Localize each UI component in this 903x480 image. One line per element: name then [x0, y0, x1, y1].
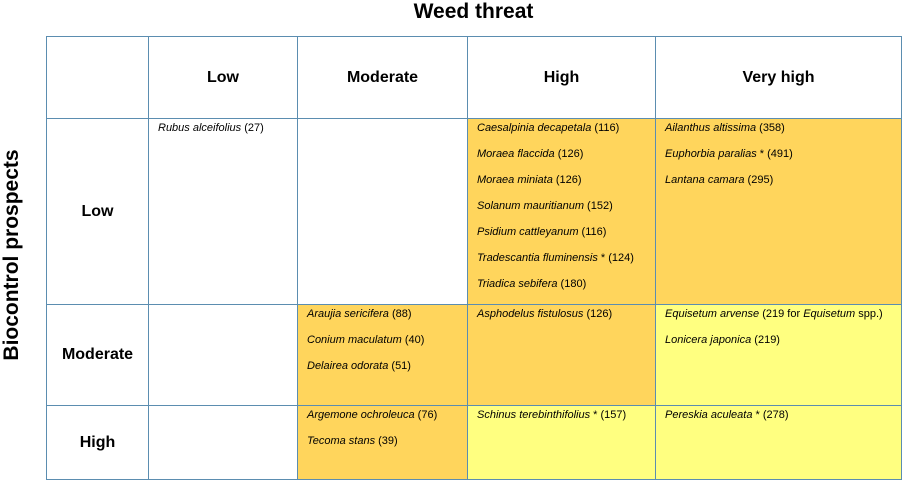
- species-entry: Triadica sebifera (180): [477, 278, 655, 304]
- col-header-moderate: Moderate: [297, 36, 468, 119]
- species-entry: Pereskia aculeata * (278): [665, 409, 901, 435]
- species-reference: (116): [591, 122, 620, 134]
- species-entry: Delairea odorata (51): [307, 360, 467, 386]
- species-name: Equisetum arvense: [665, 308, 760, 320]
- col-header-very-high: Very high: [655, 36, 902, 119]
- species-name: Pereskia aculeata: [665, 409, 753, 421]
- species-name: Tradescantia fluminensis: [477, 252, 598, 264]
- species-name: Ailanthus altissima: [665, 122, 757, 134]
- species-name: Solanum mauritianum: [477, 200, 584, 212]
- species-name: Delairea odorata: [307, 360, 389, 372]
- species-name: Caesalpinia decapetala: [477, 122, 592, 134]
- cell-low-high: Caesalpinia decapetala (116) Moraea flacc…: [467, 118, 656, 305]
- species-name: Moraea flaccida: [477, 148, 555, 160]
- species-name: Lonicera japonica: [665, 334, 752, 346]
- species-reference: * (124): [597, 252, 634, 264]
- species-entry: Lantana camara (295): [665, 174, 901, 200]
- species-name: Conium maculatum: [307, 334, 402, 346]
- species-reference: (126): [554, 148, 584, 160]
- species-name: Equisetum: [803, 308, 856, 320]
- threat-prospects-matrix: Low Moderate High Very high Low Rubus al…: [46, 36, 902, 480]
- corner-cell: [46, 36, 149, 119]
- cell-moderate-moderate: Araujia sericifera (88) Conium maculatum …: [297, 304, 468, 406]
- species-reference: (39): [375, 435, 398, 447]
- species-entry: Tecoma stans (39): [307, 435, 467, 461]
- species-reference: * (491): [756, 148, 793, 160]
- cell-high-low: [148, 405, 298, 480]
- row-header-high: High: [46, 405, 149, 480]
- col-header-high: High: [467, 36, 656, 119]
- species-name: Tecoma stans: [307, 435, 376, 447]
- row-header-moderate: Moderate: [46, 304, 149, 406]
- species-reference: spp.): [855, 308, 883, 320]
- col-header-low: Low: [148, 36, 298, 119]
- cell-moderate-low: [148, 304, 298, 406]
- species-reference: * (278): [752, 409, 789, 421]
- species-reference: (27): [241, 122, 264, 134]
- species-name: Lantana camara: [665, 174, 745, 186]
- species-entry: Ailanthus altissima (358): [665, 122, 901, 148]
- cell-low-moderate: [297, 118, 468, 305]
- species-name: Schinus terebinthifolius: [477, 409, 591, 421]
- row-header-low: Low: [46, 118, 149, 305]
- cell-low-very-high: Ailanthus altissima (358) Euphorbia paral…: [655, 118, 902, 305]
- species-entry: Caesalpinia decapetala (116): [477, 122, 655, 148]
- species-reference: (219): [751, 334, 780, 346]
- species-name: Rubus alceifolius: [158, 122, 242, 134]
- species-entry: Solanum mauritianum (152): [477, 200, 655, 226]
- species-reference: (126): [552, 174, 582, 186]
- species-reference: (295): [744, 174, 774, 186]
- species-entry: Euphorbia paralias * (491): [665, 148, 901, 174]
- species-reference: (116): [578, 226, 607, 238]
- species-entry: Psidium cattleyanum (116): [477, 226, 655, 252]
- cell-moderate-very-high: Equisetum arvense (219 for Equisetum spp…: [655, 304, 902, 406]
- species-entry: Araujia sericifera (88): [307, 308, 467, 334]
- species-entry: Moraea flaccida (126): [477, 148, 655, 174]
- species-name: Moraea miniata: [477, 174, 553, 186]
- species-name: Araujia sericifera: [307, 308, 389, 320]
- species-entry: Equisetum arvense (219 for Equisetum spp…: [665, 308, 901, 334]
- species-reference: (76): [414, 409, 438, 421]
- species-entry: Argemone ochroleuca (76): [307, 409, 467, 435]
- species-entry: Lonicera japonica (219): [665, 334, 901, 360]
- species-reference: (152): [584, 200, 613, 212]
- species-reference: (219 for: [759, 308, 804, 320]
- species-entry: Asphodelus fistulosus (126): [477, 308, 655, 334]
- species-entry: Rubus alceifolius (27): [158, 122, 297, 148]
- species-name: Asphodelus fistulosus: [477, 308, 584, 320]
- cell-low-low: Rubus alceifolius (27): [148, 118, 298, 305]
- species-reference: (51): [388, 360, 411, 372]
- species-reference: * (157): [590, 409, 627, 421]
- cell-high-moderate: Argemone ochroleuca (76) Tecoma stans (39…: [297, 405, 468, 480]
- species-reference: (180): [557, 278, 587, 290]
- cell-moderate-high: Asphodelus fistulosus (126): [467, 304, 656, 406]
- cell-high-very-high: Pereskia aculeata * (278): [655, 405, 902, 480]
- biocontrol-prospects-title: Biocontrol prospects: [0, 149, 23, 361]
- species-reference: (126): [583, 308, 613, 320]
- species-name: Euphorbia paralias: [665, 148, 757, 160]
- species-name: Triadica sebifera: [477, 278, 558, 290]
- species-reference: (88): [388, 308, 412, 320]
- cell-high-high: Schinus terebinthifolius * (157): [467, 405, 656, 480]
- species-reference: (40): [401, 334, 425, 346]
- species-entry: Moraea miniata (126): [477, 174, 655, 200]
- species-entry: Tradescantia fluminensis * (124): [477, 252, 655, 278]
- species-entry: Conium maculatum (40): [307, 334, 467, 360]
- species-entry: Schinus terebinthifolius * (157): [477, 409, 655, 435]
- species-name: Psidium cattleyanum: [477, 226, 579, 238]
- species-name: Argemone ochroleuca: [307, 409, 415, 421]
- weed-threat-title: Weed threat: [413, 0, 534, 23]
- species-reference: (358): [756, 122, 785, 134]
